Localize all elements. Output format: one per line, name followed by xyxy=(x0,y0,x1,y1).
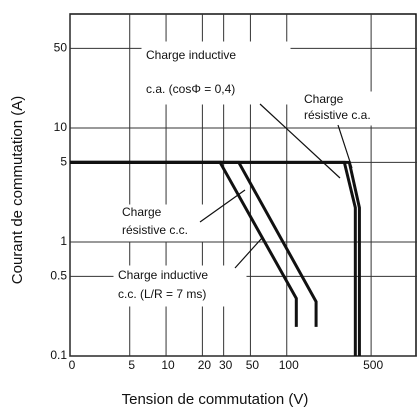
annotation-box xyxy=(299,91,401,126)
y-tick-label: 0.5 xyxy=(50,268,67,282)
x-axis-label: Tension de commutation (V) xyxy=(122,391,309,408)
annotation-box xyxy=(113,265,247,307)
annotation-pointer xyxy=(259,103,341,179)
y-tick-label: 1 xyxy=(60,234,67,248)
annotation-text: Charge xyxy=(304,92,344,106)
annotation-text: c.a. (cosΦ = 0,4) xyxy=(146,82,235,96)
annotation-text: Charge xyxy=(122,205,162,219)
x-tick-label: 20 xyxy=(198,358,212,372)
x-tick-label: 0 xyxy=(69,358,76,372)
y-tick-label: 10 xyxy=(54,120,68,134)
annotation-text: Charge inductive xyxy=(146,48,236,62)
annotation-text: c.c. (L/R = 7 ms) xyxy=(118,287,206,301)
annotation-box xyxy=(117,204,207,242)
x-tick-label: 500 xyxy=(363,358,383,372)
annotation-pointer xyxy=(199,189,246,223)
curve xyxy=(70,160,361,356)
x-tick-label: 10 xyxy=(161,358,175,372)
annotation-text: Charge inductive xyxy=(118,268,208,282)
annotation-text: résistive c.a. xyxy=(304,108,371,122)
y-tick-label: 50 xyxy=(54,40,68,54)
annotation-text: résistive c.c. xyxy=(122,223,188,237)
x-tick-label: 50 xyxy=(246,358,260,372)
y-axis-label: Courant de commutation (A) xyxy=(9,96,26,284)
annotation-pointer xyxy=(234,237,263,269)
annotation-pointer xyxy=(337,124,353,169)
annotation-box xyxy=(141,41,291,105)
x-tick-label: 100 xyxy=(279,358,299,372)
y-tick-label: 5 xyxy=(60,154,67,168)
x-tick-label: 30 xyxy=(219,358,233,372)
x-tick-label: 5 xyxy=(128,358,135,372)
y-tick-label: 0.1 xyxy=(50,348,67,362)
curve xyxy=(70,160,357,356)
